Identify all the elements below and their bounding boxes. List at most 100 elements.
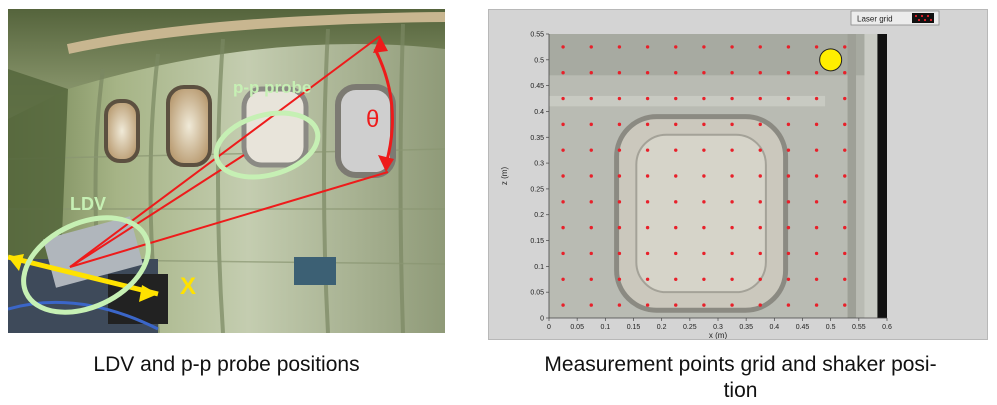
theta-arrow-bottom xyxy=(378,155,394,172)
x-axis-arrow-back xyxy=(8,254,24,271)
grid-point xyxy=(702,174,706,178)
grid-point xyxy=(617,71,622,75)
grid-point xyxy=(730,148,734,152)
grid-point xyxy=(730,45,734,49)
grid-point xyxy=(730,71,734,75)
grid-point xyxy=(645,200,650,204)
grid-point xyxy=(674,277,678,281)
grid-point xyxy=(589,148,593,152)
grid-point xyxy=(730,122,734,127)
laser-lines xyxy=(69,35,389,268)
x-tick-label: 0.4 xyxy=(769,324,779,331)
grid-point xyxy=(674,225,678,230)
grid-point xyxy=(702,96,706,101)
grid-point xyxy=(589,174,593,178)
grid-point xyxy=(645,45,650,49)
grid-point xyxy=(814,174,819,178)
ldv-label: LDV xyxy=(70,194,106,214)
grid-point xyxy=(786,303,791,307)
grid-point xyxy=(674,45,678,49)
grid-point xyxy=(702,45,706,49)
grid-point xyxy=(786,45,791,49)
grid-point xyxy=(561,251,565,256)
grid-point xyxy=(814,277,819,281)
y-tick-label: 0.2 xyxy=(534,212,544,219)
grid-point xyxy=(758,71,762,75)
grid-point xyxy=(561,174,565,178)
grid-point xyxy=(843,148,847,152)
x-tick-label: 0.05 xyxy=(570,324,584,331)
grid-point xyxy=(561,200,565,204)
ldv-ellipse xyxy=(21,215,151,315)
grid-point xyxy=(730,225,734,230)
y-tick-label: 0.4 xyxy=(534,109,544,116)
pp-probe-label: p-p probe xyxy=(233,78,311,97)
x-tick-label: 0.1 xyxy=(600,324,610,331)
grid-point xyxy=(589,277,593,281)
grid-point xyxy=(758,277,762,281)
grid-point xyxy=(645,174,650,178)
grid-point xyxy=(814,251,819,256)
grid-point xyxy=(561,303,565,307)
x-axis-label: X xyxy=(180,273,196,300)
y-tick-label: 0 xyxy=(540,316,544,323)
left-caption: LDV and p-p probe positions xyxy=(93,353,360,376)
grid-point xyxy=(758,96,762,101)
y-tick-label: 0.25 xyxy=(530,186,544,193)
grid-point xyxy=(758,225,762,230)
x-tick-label: 0.55 xyxy=(852,324,866,331)
grid-point xyxy=(561,277,565,281)
grid-point xyxy=(843,122,847,127)
grid-point xyxy=(702,200,706,204)
right-caption-line-1: Measurement points grid and shaker posi- xyxy=(544,353,937,376)
grid-point xyxy=(730,303,734,307)
grid-point xyxy=(617,277,622,281)
grid-point xyxy=(561,148,565,152)
x-tick-label: 0.25 xyxy=(683,324,697,331)
grid-point xyxy=(645,303,650,307)
x-tick-label: 0.3 xyxy=(713,324,723,331)
x-tick-label: 0.35 xyxy=(739,324,753,331)
x-axis-title: x (m) xyxy=(709,331,728,339)
grid-point xyxy=(786,122,791,127)
right-caption: Measurement points grid and shaker posi-… xyxy=(488,352,993,404)
overhead-pipe xyxy=(66,12,445,54)
grid-point xyxy=(730,174,734,178)
x-tick-label: 0 xyxy=(547,324,551,331)
y-tick-label: 0.3 xyxy=(534,161,544,168)
grid-point xyxy=(758,148,762,152)
grid-point xyxy=(589,122,593,127)
grid-point xyxy=(814,200,819,204)
right-caption-line-2: tion xyxy=(723,379,758,402)
grid-point xyxy=(702,277,706,281)
grid-point xyxy=(786,225,791,230)
theta-label: θ xyxy=(366,106,379,133)
x-tick-label: 0.5 xyxy=(826,324,836,331)
theta-arc xyxy=(373,48,394,165)
y-axis-title: z (m) xyxy=(500,167,509,186)
measurement-grid-svg: Laser grid 0 0.05 0.1 0.15 0.2 0.25 0.3 0.35 0.4… xyxy=(500,10,940,340)
grid-point xyxy=(814,71,819,75)
grid-point xyxy=(814,225,819,230)
grid-point xyxy=(758,303,762,307)
grid-point xyxy=(617,174,622,178)
grid-point xyxy=(617,96,622,101)
y-tick-label: 0.05 xyxy=(530,290,544,297)
grid-point xyxy=(786,148,791,152)
fuselage-windows xyxy=(104,84,396,178)
grid-point xyxy=(645,277,650,281)
grid-point xyxy=(814,96,819,101)
grid-point xyxy=(645,148,650,152)
legend-swatch xyxy=(912,13,934,23)
grid-point xyxy=(702,225,706,230)
grid-point xyxy=(758,200,762,204)
grid-point xyxy=(589,96,593,101)
grid-point xyxy=(674,303,678,307)
theta-arrow-top xyxy=(373,36,388,53)
x-tick-label: 0.6 xyxy=(882,324,892,331)
grid-point xyxy=(561,96,565,101)
grid-point xyxy=(617,225,622,230)
grid-point xyxy=(843,174,847,178)
grid-point xyxy=(589,303,593,307)
grid-point xyxy=(786,96,791,101)
